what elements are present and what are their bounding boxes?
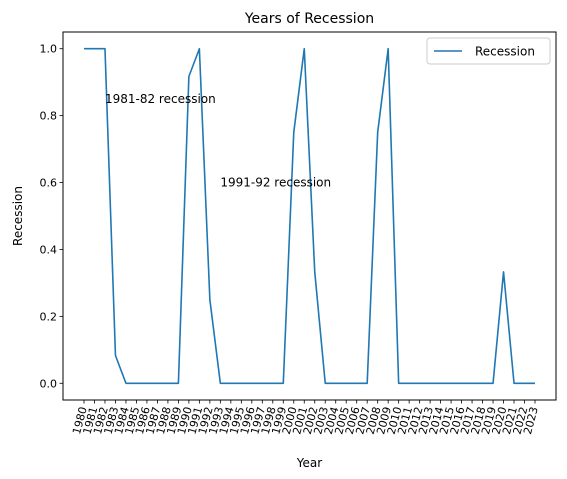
plot-area: 0.00.20.40.60.81.01980198119821983198419… <box>40 43 541 436</box>
data-point <box>366 382 368 384</box>
data-point <box>324 382 326 384</box>
data-point <box>178 382 180 384</box>
data-point <box>272 382 274 384</box>
data-point <box>209 299 211 301</box>
y-tick-label: 0.6 <box>40 177 58 190</box>
data-point <box>241 382 243 384</box>
annotation: 1981-82 recession <box>105 92 216 106</box>
data-point <box>461 382 463 384</box>
data-point <box>251 382 253 384</box>
data-point <box>492 382 494 384</box>
data-point <box>482 382 484 384</box>
legend-label: Recession <box>475 45 535 59</box>
y-tick-label: 0.4 <box>40 243 58 256</box>
data-point <box>398 382 400 384</box>
annotation: 1991-92 recession <box>220 176 331 190</box>
data-point <box>429 382 431 384</box>
data-point <box>199 48 201 50</box>
data-point <box>440 382 442 384</box>
data-point <box>534 382 536 384</box>
data-point <box>262 382 264 384</box>
data-point <box>94 48 96 50</box>
data-point <box>387 48 389 50</box>
data-point <box>356 382 358 384</box>
y-axis-label: Recession <box>11 186 25 246</box>
data-point <box>377 132 379 134</box>
data-point <box>293 132 295 134</box>
data-point <box>303 48 305 50</box>
legend-box <box>426 37 551 65</box>
data-point <box>282 382 284 384</box>
chart-title: Years of Recession <box>244 11 374 27</box>
data-point <box>136 382 138 384</box>
axes-frame <box>62 31 557 401</box>
y-tick-label: 0.8 <box>40 110 58 123</box>
data-point <box>408 382 410 384</box>
data-point <box>188 76 190 78</box>
data-point <box>230 382 232 384</box>
data-point <box>471 382 473 384</box>
data-point <box>450 382 452 384</box>
x-axis-label: Year <box>296 456 322 470</box>
data-point <box>115 355 117 357</box>
data-point <box>104 48 106 50</box>
legend: Recession <box>426 37 551 65</box>
data-point <box>167 382 169 384</box>
data-point <box>125 382 127 384</box>
data-point <box>419 382 421 384</box>
data-point <box>345 382 347 384</box>
series-line-recession <box>84 47 535 385</box>
data-point <box>83 48 85 50</box>
data-point <box>146 382 148 384</box>
data-point <box>157 382 159 384</box>
y-tick-label: 0.2 <box>40 310 58 323</box>
data-point <box>314 271 316 273</box>
y-tick-label: 1.0 <box>40 43 58 56</box>
data-point <box>503 271 505 273</box>
data-point <box>524 382 526 384</box>
data-point <box>513 382 515 384</box>
y-tick-label: 0.0 <box>40 377 58 390</box>
data-point <box>220 382 222 384</box>
data-point <box>335 382 337 384</box>
